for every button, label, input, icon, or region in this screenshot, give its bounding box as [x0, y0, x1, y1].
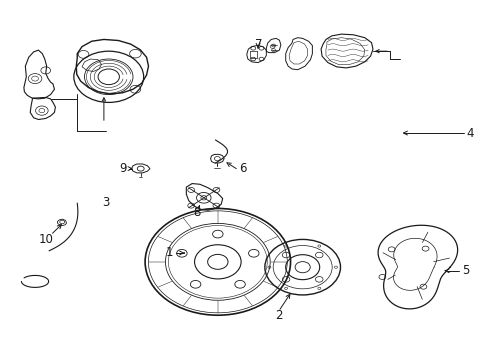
Text: 8: 8	[193, 206, 201, 219]
Text: 1: 1	[165, 247, 172, 260]
Text: 5: 5	[461, 264, 468, 277]
Text: 2: 2	[274, 310, 282, 323]
Text: 6: 6	[238, 162, 245, 175]
Text: 10: 10	[39, 233, 53, 246]
Text: 7: 7	[255, 38, 262, 51]
Text: 3: 3	[102, 195, 110, 208]
Text: 9: 9	[120, 162, 127, 175]
Text: 4: 4	[466, 126, 473, 140]
